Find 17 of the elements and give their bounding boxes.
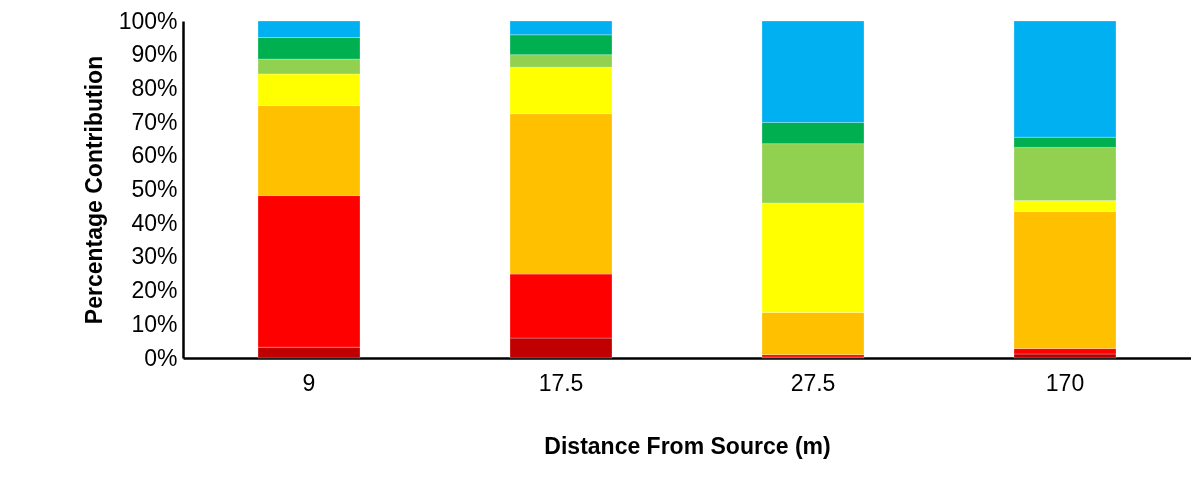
y-tick-label: 70% [131, 108, 178, 135]
y-tick-label: 100% [118, 7, 178, 34]
y-tick-label: 40% [131, 209, 178, 236]
y-tick-label: 0% [144, 344, 178, 371]
y-tick-label: 90% [131, 41, 178, 68]
y-tick-label: 30% [131, 243, 178, 270]
x-tick-label: 9 [302, 369, 316, 396]
x-tick-label: 27.5 [790, 369, 836, 396]
x-tick-label: 170 [1045, 369, 1085, 396]
y-axis-title: Percentage Contribution [80, 55, 107, 325]
x-tick-label: 17.5 [538, 369, 584, 396]
y-tick-label: 20% [131, 277, 178, 304]
y-tick-label: 60% [131, 142, 178, 169]
x-axis-title: Distance From Source (m) [544, 432, 831, 459]
y-tick-label: 50% [131, 176, 178, 202]
y-tick-label: 10% [131, 310, 178, 337]
y-tick-label: 80% [131, 74, 178, 101]
